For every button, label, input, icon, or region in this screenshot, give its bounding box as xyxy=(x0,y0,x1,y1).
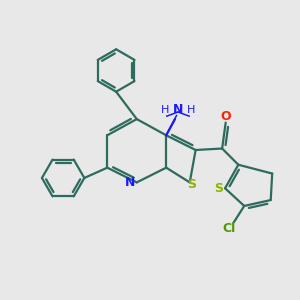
Text: S: S xyxy=(214,182,223,195)
Text: H: H xyxy=(160,105,169,115)
Text: Cl: Cl xyxy=(222,222,236,236)
Text: N: N xyxy=(173,103,183,116)
Text: N: N xyxy=(125,176,136,189)
Text: S: S xyxy=(187,178,196,191)
Text: H: H xyxy=(187,105,195,115)
Text: O: O xyxy=(220,110,231,123)
